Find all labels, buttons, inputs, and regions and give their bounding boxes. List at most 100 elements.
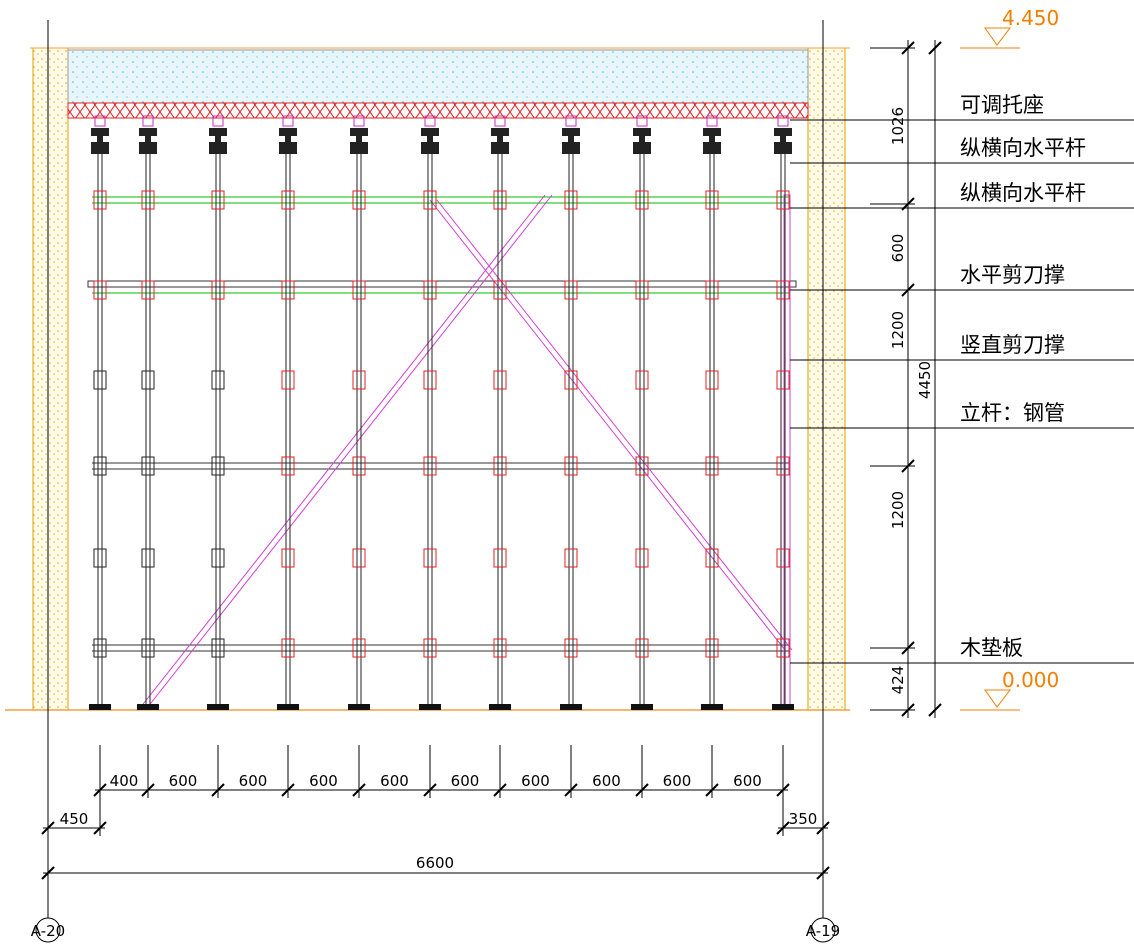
- coupler: [142, 191, 154, 209]
- coupler: [777, 371, 789, 389]
- jack: [562, 128, 580, 154]
- coupler: [353, 549, 365, 567]
- callout: 立杆：钢管: [960, 401, 1065, 425]
- callout: 纵横向水平杆: [960, 181, 1086, 205]
- elevation-label: 0.000: [1002, 668, 1059, 692]
- coupler: [142, 457, 154, 475]
- slab: [68, 50, 808, 103]
- dim-label: 350: [789, 810, 818, 828]
- coupler: [282, 371, 294, 389]
- ledger: [88, 281, 796, 287]
- dim-label: 600: [521, 772, 550, 790]
- formwork: [68, 103, 808, 118]
- dim-label: 6600: [416, 854, 454, 872]
- coupler: [706, 281, 718, 299]
- coupler: [777, 549, 789, 567]
- coupler: [212, 639, 224, 657]
- coupler: [636, 281, 648, 299]
- coupler: [636, 639, 648, 657]
- coupler: [565, 457, 577, 475]
- dim-label: 600: [733, 772, 762, 790]
- coupler: [282, 457, 294, 475]
- coupler: [94, 639, 106, 657]
- coupler: [142, 371, 154, 389]
- drawing: 4.450 0.000 可调托座纵横向水平杆纵横向水平杆水平剪刀撑竖直剪刀撑立杆…: [0, 0, 1134, 952]
- base-plate: [631, 704, 653, 710]
- coupler: [565, 549, 577, 567]
- coupler: [142, 639, 154, 657]
- coupler: [636, 549, 648, 567]
- coupler: [282, 639, 294, 657]
- dim-label: 424: [889, 666, 907, 695]
- coupler: [142, 281, 154, 299]
- dim-label: 600: [309, 772, 338, 790]
- coupler: [94, 549, 106, 567]
- coupler: [353, 457, 365, 475]
- brace: [430, 200, 785, 650]
- callout: 水平剪刀撑: [960, 263, 1065, 287]
- jack: [91, 128, 109, 154]
- coupler: [777, 281, 789, 299]
- base-plate: [560, 704, 582, 710]
- coupler: [212, 371, 224, 389]
- coupler: [212, 457, 224, 475]
- jack: [774, 128, 792, 154]
- base-plate: [89, 704, 111, 710]
- coupler: [565, 281, 577, 299]
- coupler: [636, 371, 648, 389]
- coupler: [212, 281, 224, 299]
- coupler: [424, 457, 436, 475]
- coupler: [565, 639, 577, 657]
- jack: [279, 128, 297, 154]
- coupler: [494, 191, 506, 209]
- coupler: [636, 191, 648, 209]
- dim-label: 600: [169, 772, 198, 790]
- coupler: [777, 191, 789, 209]
- axis-label: A-20: [31, 922, 65, 940]
- coupler: [706, 191, 718, 209]
- coupler: [94, 457, 106, 475]
- jack: [421, 128, 439, 154]
- coupler: [424, 549, 436, 567]
- dim-label: 600: [663, 772, 692, 790]
- base-plate: [772, 704, 794, 710]
- base-plate: [348, 704, 370, 710]
- jack: [491, 128, 509, 154]
- coupler: [353, 371, 365, 389]
- coupler: [94, 371, 106, 389]
- brace: [147, 195, 552, 708]
- jack: [633, 128, 651, 154]
- dim-label: 1026: [889, 107, 907, 145]
- scaffold: [88, 116, 796, 710]
- coupler: [212, 191, 224, 209]
- jack: [703, 128, 721, 154]
- coupler: [353, 281, 365, 299]
- left-wall: [33, 48, 68, 710]
- brace: [437, 200, 792, 650]
- dim-label: 600: [889, 234, 907, 263]
- brace: [140, 195, 545, 708]
- dim-label: 450: [60, 810, 89, 828]
- callout: 纵横向水平杆: [960, 136, 1086, 160]
- coupler: [424, 281, 436, 299]
- dim-label: 600: [592, 772, 621, 790]
- jack: [209, 128, 227, 154]
- base-plate: [207, 704, 229, 710]
- coupler: [777, 457, 789, 475]
- dim-label: 600: [380, 772, 409, 790]
- coupler: [424, 639, 436, 657]
- coupler: [706, 457, 718, 475]
- coupler: [494, 549, 506, 567]
- coupler: [706, 639, 718, 657]
- axis-label: A-19: [806, 922, 840, 940]
- dim-label: 600: [239, 772, 268, 790]
- dim-label: 1200: [889, 491, 907, 529]
- right-wall: [808, 48, 845, 710]
- coupler: [494, 371, 506, 389]
- base-plate: [489, 704, 511, 710]
- base-plate: [419, 704, 441, 710]
- elevation-mark: [960, 28, 1020, 48]
- dim-label: 1200: [889, 311, 907, 349]
- elevation-label: 4.450: [1002, 6, 1059, 30]
- coupler: [142, 549, 154, 567]
